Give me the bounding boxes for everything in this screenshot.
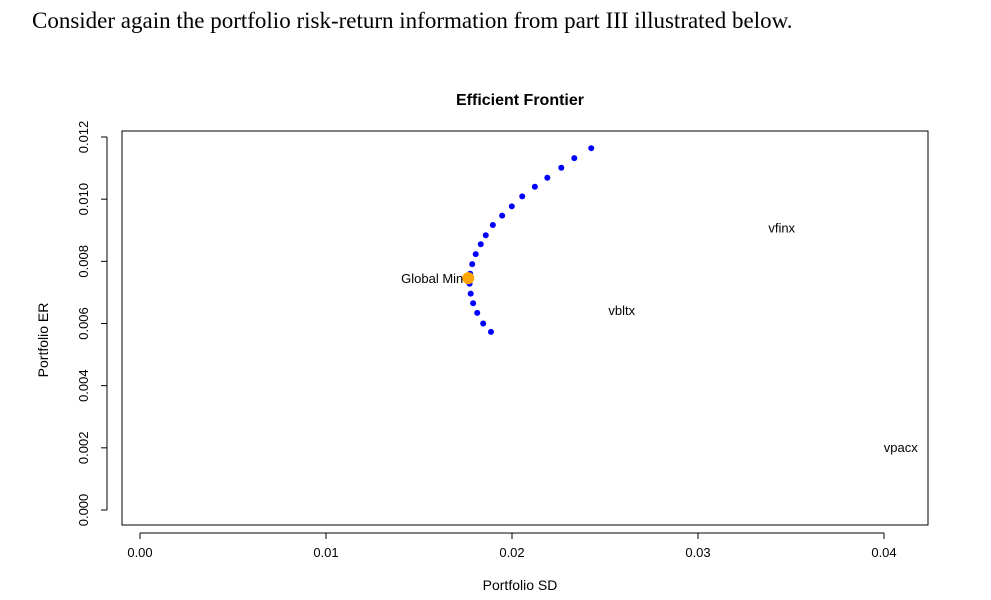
frontier-point <box>474 309 481 316</box>
asset-label-vfinx: vfinx <box>768 221 795 236</box>
x-tick-label: 0.02 <box>499 545 524 560</box>
frontier-point <box>469 261 476 268</box>
global-min-label: Global Min <box>401 271 463 286</box>
frontier-point <box>470 300 477 307</box>
x-tick-label: 0.01 <box>313 545 338 560</box>
frontier-point <box>544 174 551 181</box>
frontier-point <box>477 241 484 248</box>
y-tick-label: 0.002 <box>76 432 91 465</box>
y-tick-label: 0.010 <box>76 183 91 216</box>
frontier-point <box>467 290 474 297</box>
asset-label-vbltx: vbltx <box>608 303 635 318</box>
chart-marks: Global Min vfinx vbltx vpacx <box>401 145 918 455</box>
y-tick-label: 0.000 <box>76 494 91 527</box>
y-tick-label: 0.004 <box>76 369 91 402</box>
frontier-point <box>499 212 506 219</box>
x-tick-label: 0.00 <box>127 545 152 560</box>
plot-frame <box>121 130 929 526</box>
frontier-point <box>482 232 489 239</box>
question-text: Consider again the portfolio risk-return… <box>32 8 793 33</box>
frontier-point <box>508 203 515 210</box>
y-axis-label: Portfolio ER <box>35 303 51 378</box>
frontier-point <box>519 193 526 200</box>
y-tick-label: 0.008 <box>76 245 91 278</box>
frontier-point <box>558 164 565 171</box>
y-tick-label: 0.006 <box>76 307 91 340</box>
global-min-point <box>462 272 475 285</box>
axes: 0.00 0.01 0.02 0.03 0.04 0.000 0.002 0.004 0.006… <box>76 121 897 560</box>
x-tick-label: 0.03 <box>685 545 710 560</box>
frontier-point <box>472 251 479 258</box>
frontier-point <box>571 155 578 162</box>
frontier-point <box>480 320 487 327</box>
asset-label-vpacx: vpacx <box>884 440 918 455</box>
frontier-point <box>588 145 595 152</box>
y-tick-label: 0.012 <box>76 121 91 154</box>
frontier-point <box>489 221 496 228</box>
frontier-point <box>487 328 494 335</box>
frontier-point <box>531 183 538 190</box>
x-tick-label: 0.04 <box>871 545 896 560</box>
x-axis-label: Portfolio SD <box>483 577 558 593</box>
chart-title: Efficient Frontier <box>456 92 584 109</box>
